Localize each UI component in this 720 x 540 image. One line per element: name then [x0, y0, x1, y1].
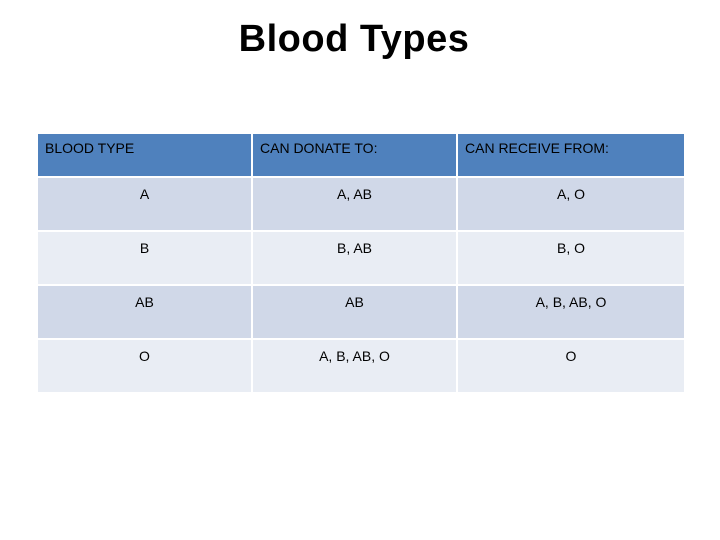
- blood-type-cell: AB: [36, 284, 253, 340]
- header-blood-type: BLOOD TYPE: [36, 132, 253, 178]
- receive-from-cell: O: [456, 338, 686, 394]
- blood-type-cell: O: [36, 338, 253, 394]
- donate-to-cell: B, AB: [251, 230, 458, 286]
- header-can-receive-from: CAN RECEIVE FROM:: [456, 132, 686, 178]
- donate-to-cell: AB: [251, 284, 458, 340]
- blood-type-cell: B: [36, 230, 253, 286]
- table-header-row: BLOOD TYPE CAN DONATE TO: CAN RECEIVE FR…: [36, 132, 686, 178]
- table-row: AB AB A, B, AB, O: [36, 284, 686, 340]
- header-can-donate-to: CAN DONATE TO:: [251, 132, 458, 178]
- blood-type-table: BLOOD TYPE CAN DONATE TO: CAN RECEIVE FR…: [36, 132, 686, 394]
- table-row: O A, B, AB, O O: [36, 338, 686, 394]
- table-row: A A, AB A, O: [36, 176, 686, 232]
- receive-from-cell: B, O: [456, 230, 686, 286]
- donate-to-cell: A, B, AB, O: [251, 338, 458, 394]
- receive-from-cell: A, O: [456, 176, 686, 232]
- table-row: B B, AB B, O: [36, 230, 686, 286]
- donate-to-cell: A, AB: [251, 176, 458, 232]
- receive-from-cell: A, B, AB, O: [456, 284, 686, 340]
- blood-type-cell: A: [36, 176, 253, 232]
- slide-title: Blood Types: [238, 18, 470, 60]
